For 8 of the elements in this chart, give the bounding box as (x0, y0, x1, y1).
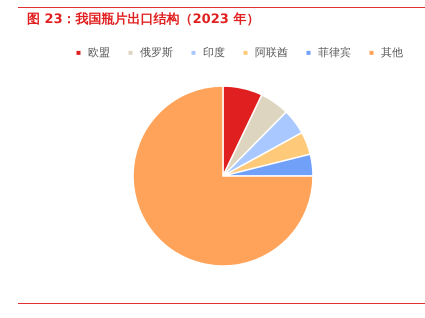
legend-label: 俄罗斯 (140, 46, 173, 59)
pie-slice (132, 85, 314, 267)
legend-label: 印度 (203, 46, 225, 59)
legend-label: 欧盟 (88, 46, 110, 59)
chart-title: 图 23：我国瓶片出口结构（2023 年） (27, 11, 260, 28)
legend-label: 阿联酋 (255, 46, 288, 59)
legend-label: 菲律宾 (318, 46, 351, 59)
legend-label: 其他 (381, 46, 403, 59)
